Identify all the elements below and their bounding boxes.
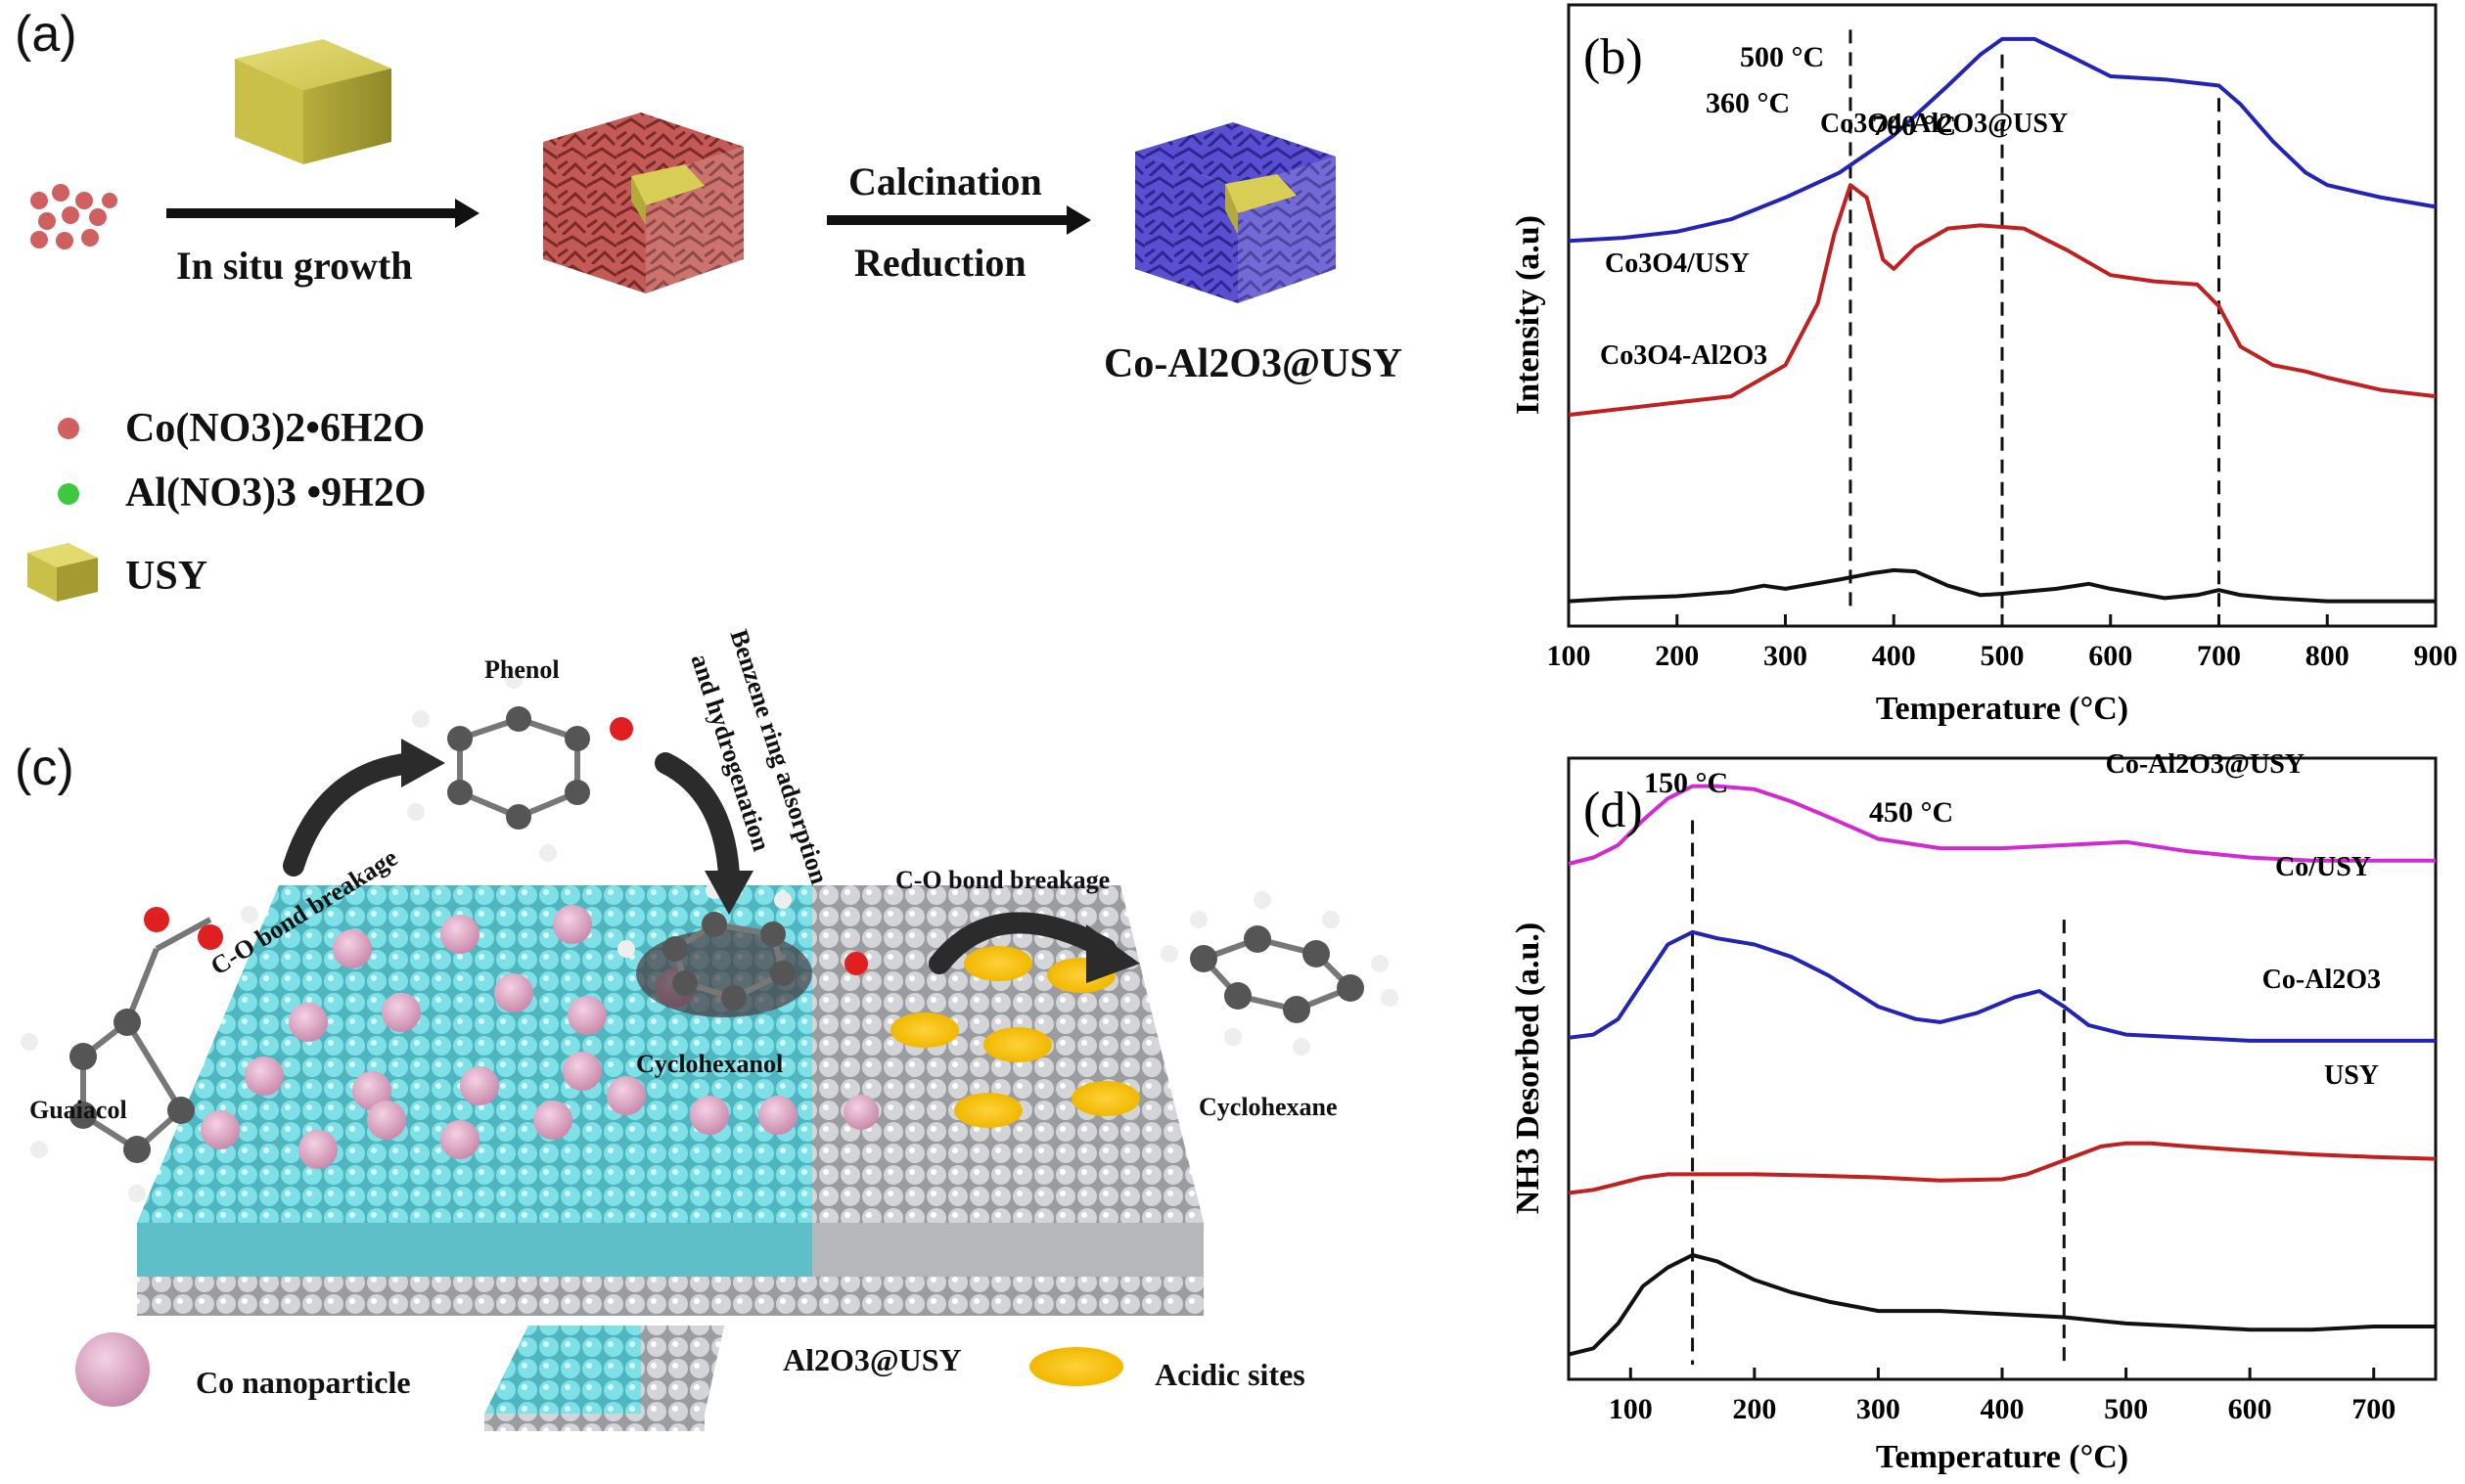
series-label: Co/USY xyxy=(2275,852,2371,882)
annotation-label: 360 °C xyxy=(1706,87,1790,119)
guaiacol-molecule xyxy=(21,906,258,1202)
annotation-label: 500 °C xyxy=(1740,41,1824,73)
usy-cube xyxy=(235,39,391,164)
legend-support: Al2O3@USY xyxy=(783,1342,962,1377)
panel-c-scheme xyxy=(21,671,1398,1431)
series-line-0 xyxy=(1568,784,2436,866)
series-label: Co-Al2O3@USY xyxy=(2106,753,2305,780)
legend-co-nanoparticle: Co nanoparticle xyxy=(196,1365,411,1400)
product-label: Co-Al2O3@USY xyxy=(1104,341,1403,386)
panel-a-scheme xyxy=(27,39,1336,602)
series-line-1 xyxy=(1568,183,2437,418)
chart-b-ylabel: Intensity (a.u) xyxy=(1510,215,1546,415)
label-cyclohexanol: Cyclohexanol xyxy=(636,1050,784,1078)
x-tick-label: 400 xyxy=(1872,640,1916,672)
chart-b: 100 200 300 400 500 600 700 800 900 360 °C 500 °C 7… xyxy=(1510,3,2458,727)
series-label: Co-Al2O3 xyxy=(2262,965,2381,995)
panel-c-label: (c) xyxy=(15,740,74,796)
reduced-shell-cube xyxy=(1135,122,1336,303)
series-label: Co3O4/USY xyxy=(1605,248,1750,279)
co-shell-cube xyxy=(543,112,744,293)
chart-d-ylabel: NH3 Desorbed (a.u.) xyxy=(1510,922,1546,1214)
x-tick-label: 200 xyxy=(1655,640,1699,672)
chart-b-xlabel: Temperature (°C) xyxy=(1876,691,2128,727)
series-line-0 xyxy=(1568,36,2437,244)
x-tick-label: 100 xyxy=(1547,640,1591,672)
x-tick-label: 500 xyxy=(2104,1393,2148,1425)
panel-a-label: (a) xyxy=(15,6,77,63)
series-label: Co3O4-Al2O3@USY xyxy=(1820,109,2068,139)
al-precursor-dot-icon xyxy=(58,483,79,505)
co-precursor-dot-icon xyxy=(58,418,79,439)
x-tick-label: 900 xyxy=(2414,640,2458,672)
x-tick-label: 200 xyxy=(1732,1393,1776,1425)
series-line-1 xyxy=(1568,929,2436,1043)
chart-d: 100 200 300 400 500 600 700 150 °C 450 °C Co-Al2O… xyxy=(1510,753,2438,1475)
annotation-label: 450 °C xyxy=(1869,796,1953,829)
legend-usy: USY xyxy=(125,554,208,599)
co-nanoparticle-legend-icon xyxy=(75,1332,150,1407)
cyclohexane-molecule xyxy=(1161,891,1398,1056)
label-cyclohexane: Cyclohexane xyxy=(1199,1093,1338,1121)
arrow-label-in-situ: In situ growth xyxy=(176,244,413,288)
phenol-molecule xyxy=(407,671,633,862)
acidic-site-legend-icon xyxy=(1029,1347,1123,1386)
x-tick-label: 300 xyxy=(1763,640,1807,672)
arrow-heads xyxy=(401,739,1140,983)
series-label: USY xyxy=(2324,1060,2379,1091)
reaction-arrows xyxy=(283,752,1117,974)
x-tick-label: 800 xyxy=(2305,640,2350,672)
series-line-2 xyxy=(1568,1141,2437,1195)
arrow-in-situ xyxy=(166,199,479,228)
x-tick-label: 500 xyxy=(1981,640,2025,672)
x-tick-label: 400 xyxy=(1981,1393,2025,1425)
x-tick-label: 700 xyxy=(2197,640,2241,672)
chart-d-xlabel: Temperature (°C) xyxy=(1876,1439,2128,1475)
chart-d-panel-label: (d) xyxy=(1583,783,1643,838)
series-line-2 xyxy=(1568,567,2436,604)
legend-al-precursor: Al(NO3)3 •9H2O xyxy=(125,471,427,516)
label-co-break-right: C-O bond breakage xyxy=(895,866,1111,894)
x-tick-label: 600 xyxy=(2228,1393,2272,1425)
label-phenol: Phenol xyxy=(484,655,560,684)
x-tick-label: 100 xyxy=(1609,1393,1653,1425)
label-guaiacol: Guaiacol xyxy=(29,1096,127,1124)
arrow-calcination xyxy=(827,205,1091,235)
series-line-3 xyxy=(1568,1253,2436,1357)
arrow-label-calcination: Calcination xyxy=(848,159,1042,203)
annotation-label: 700 °C xyxy=(1872,110,1956,142)
x-tick-label: 600 xyxy=(2088,640,2132,672)
series-label: Co3O4-Al2O3 xyxy=(1600,340,1767,371)
co-precursor-cluster xyxy=(30,184,117,249)
arrow-label-reduction: Reduction xyxy=(854,241,1027,285)
support-legend-icon xyxy=(484,1326,724,1431)
acidic-sites xyxy=(890,946,1140,1128)
x-tick-label: 300 xyxy=(1856,1393,1900,1425)
annotation-label: 150 °C xyxy=(1644,767,1728,799)
legend-acidic-sites: Acidic sites xyxy=(1155,1357,1305,1392)
usy-legend-cube-icon xyxy=(27,543,98,602)
chart-b-panel-label: (b) xyxy=(1583,29,1643,85)
x-tick-label: 700 xyxy=(2351,1393,2396,1425)
legend-co-precursor: Co(NO3)2•6H2O xyxy=(125,406,426,451)
